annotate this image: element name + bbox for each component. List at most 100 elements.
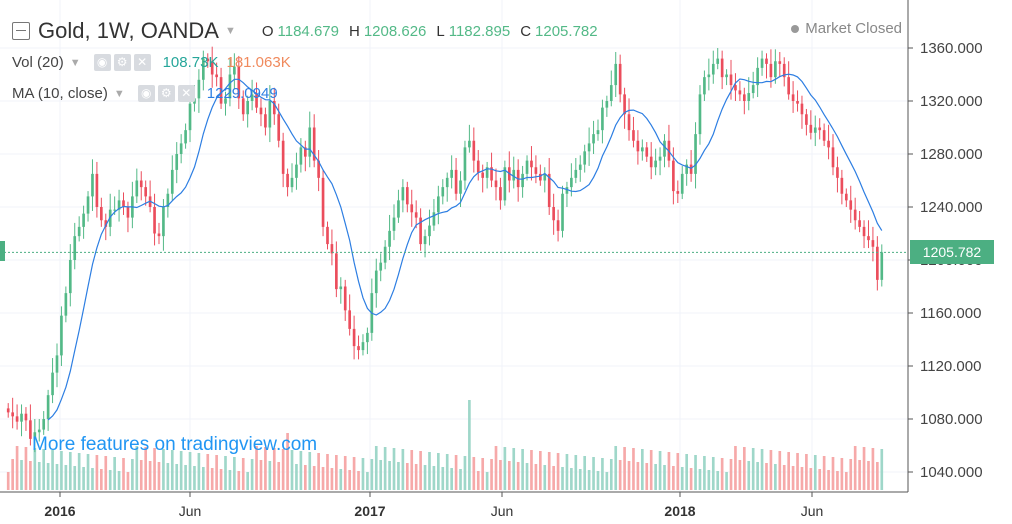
volume-bar [343,456,347,490]
ma-value: 1229.0949 [206,85,278,102]
eye-icon[interactable]: ◉ [93,54,111,71]
close-icon[interactable]: ✕ [177,85,195,102]
volume-bar [494,446,498,490]
gear-icon[interactable]: ⚙ [157,85,175,102]
candle-body [414,212,418,218]
candle-body [303,147,307,157]
chevron-down-icon[interactable]: ▼ [113,87,125,100]
candle-body [738,90,742,95]
volume-bar [667,452,671,490]
volume-bar [126,472,130,490]
volume-bar [286,433,289,490]
volume-bar [676,453,680,490]
volume-bar [135,446,139,490]
current-price-marker-left [0,241,5,261]
volume-bar [117,471,121,490]
volume-bar [383,447,387,490]
chevron-down-icon[interactable]: ▼ [224,25,236,37]
candle-body [756,67,759,86]
collapse-icon[interactable] [12,22,30,40]
volume-bar [33,448,37,490]
candle-body [15,416,19,422]
volume-bar [468,400,471,490]
candle-body [388,230,391,247]
candle-body [335,253,338,290]
symbol-title[interactable]: Gold, 1W, OANDA [38,18,219,43]
volume-bar [521,449,524,490]
volume-label[interactable]: Vol (20) [12,54,64,71]
volume-bar [201,467,205,490]
close-icon[interactable]: ✕ [133,54,151,71]
volume-bar [175,464,179,490]
volume-bar [352,457,356,490]
market-status: Market Closed [791,20,902,37]
candle-body [113,209,116,211]
tradingview-link[interactable]: More features on tradingview.com [32,434,318,455]
ohlc-low-value: 1182.895 [448,22,511,40]
volume-bar [876,462,879,490]
candle-body [747,93,751,101]
candle-body [117,200,121,210]
candle-body [849,200,853,210]
candle-body [95,173,99,207]
candle-body [286,173,289,188]
ohlc-high-key: H [348,22,360,40]
volume-bar [627,461,631,490]
volume-bar [658,451,662,490]
volume-bar [250,459,254,490]
candle-body [862,226,866,237]
volume-bar [530,450,533,490]
volume-bar [388,461,391,490]
volume-bar [11,459,14,490]
candle-body [224,98,227,104]
candle-body [468,140,471,148]
volume-bar [330,468,334,490]
candle-body [831,147,835,168]
volume-bar [640,449,644,490]
volume-bar [91,468,94,490]
chevron-down-icon[interactable]: ▼ [69,56,81,69]
candle-body [796,101,799,104]
candle-body [366,332,369,343]
candle-body [592,134,595,144]
volume-value-2: 181.063K [226,54,291,71]
candle-body [840,177,844,194]
candle-body [676,191,680,194]
candle-body [578,164,582,170]
volume-bar [738,460,742,490]
y-tick-label: 1280.000 [920,146,983,163]
volume-bar [100,469,103,490]
volume-bar [734,446,737,490]
volume-bar [29,461,32,490]
volume-bar [419,451,422,490]
candle-body [725,74,728,78]
candle-body [601,107,604,131]
volume-bar [335,455,338,490]
candle-body [765,58,768,64]
candle-body [299,147,303,165]
volume-bar [844,472,848,490]
volume-bar [68,452,72,490]
candle-body [800,103,804,115]
volume-bar [672,466,675,490]
volume-bar [760,449,764,490]
candle-body [361,342,365,351]
candle-body [170,169,174,194]
ma-label[interactable]: MA (10, close) [12,85,108,102]
candle-body [126,207,130,218]
volume-bar [543,465,547,490]
candle-body [157,233,161,237]
volume-bar [60,451,63,490]
candle-body [867,236,870,241]
gear-icon[interactable]: ⚙ [113,54,131,71]
time-axis[interactable]: 2016 Jun 2017 Jun 2018 Jun [44,492,823,519]
candle-body [295,164,298,178]
volume-bar [379,460,383,490]
volume-bar [871,448,875,490]
volume-bar [796,453,799,490]
candle-body [290,177,294,188]
candle-body [135,180,139,197]
eye-icon[interactable]: ◉ [137,85,155,102]
volume-bar [317,453,320,490]
